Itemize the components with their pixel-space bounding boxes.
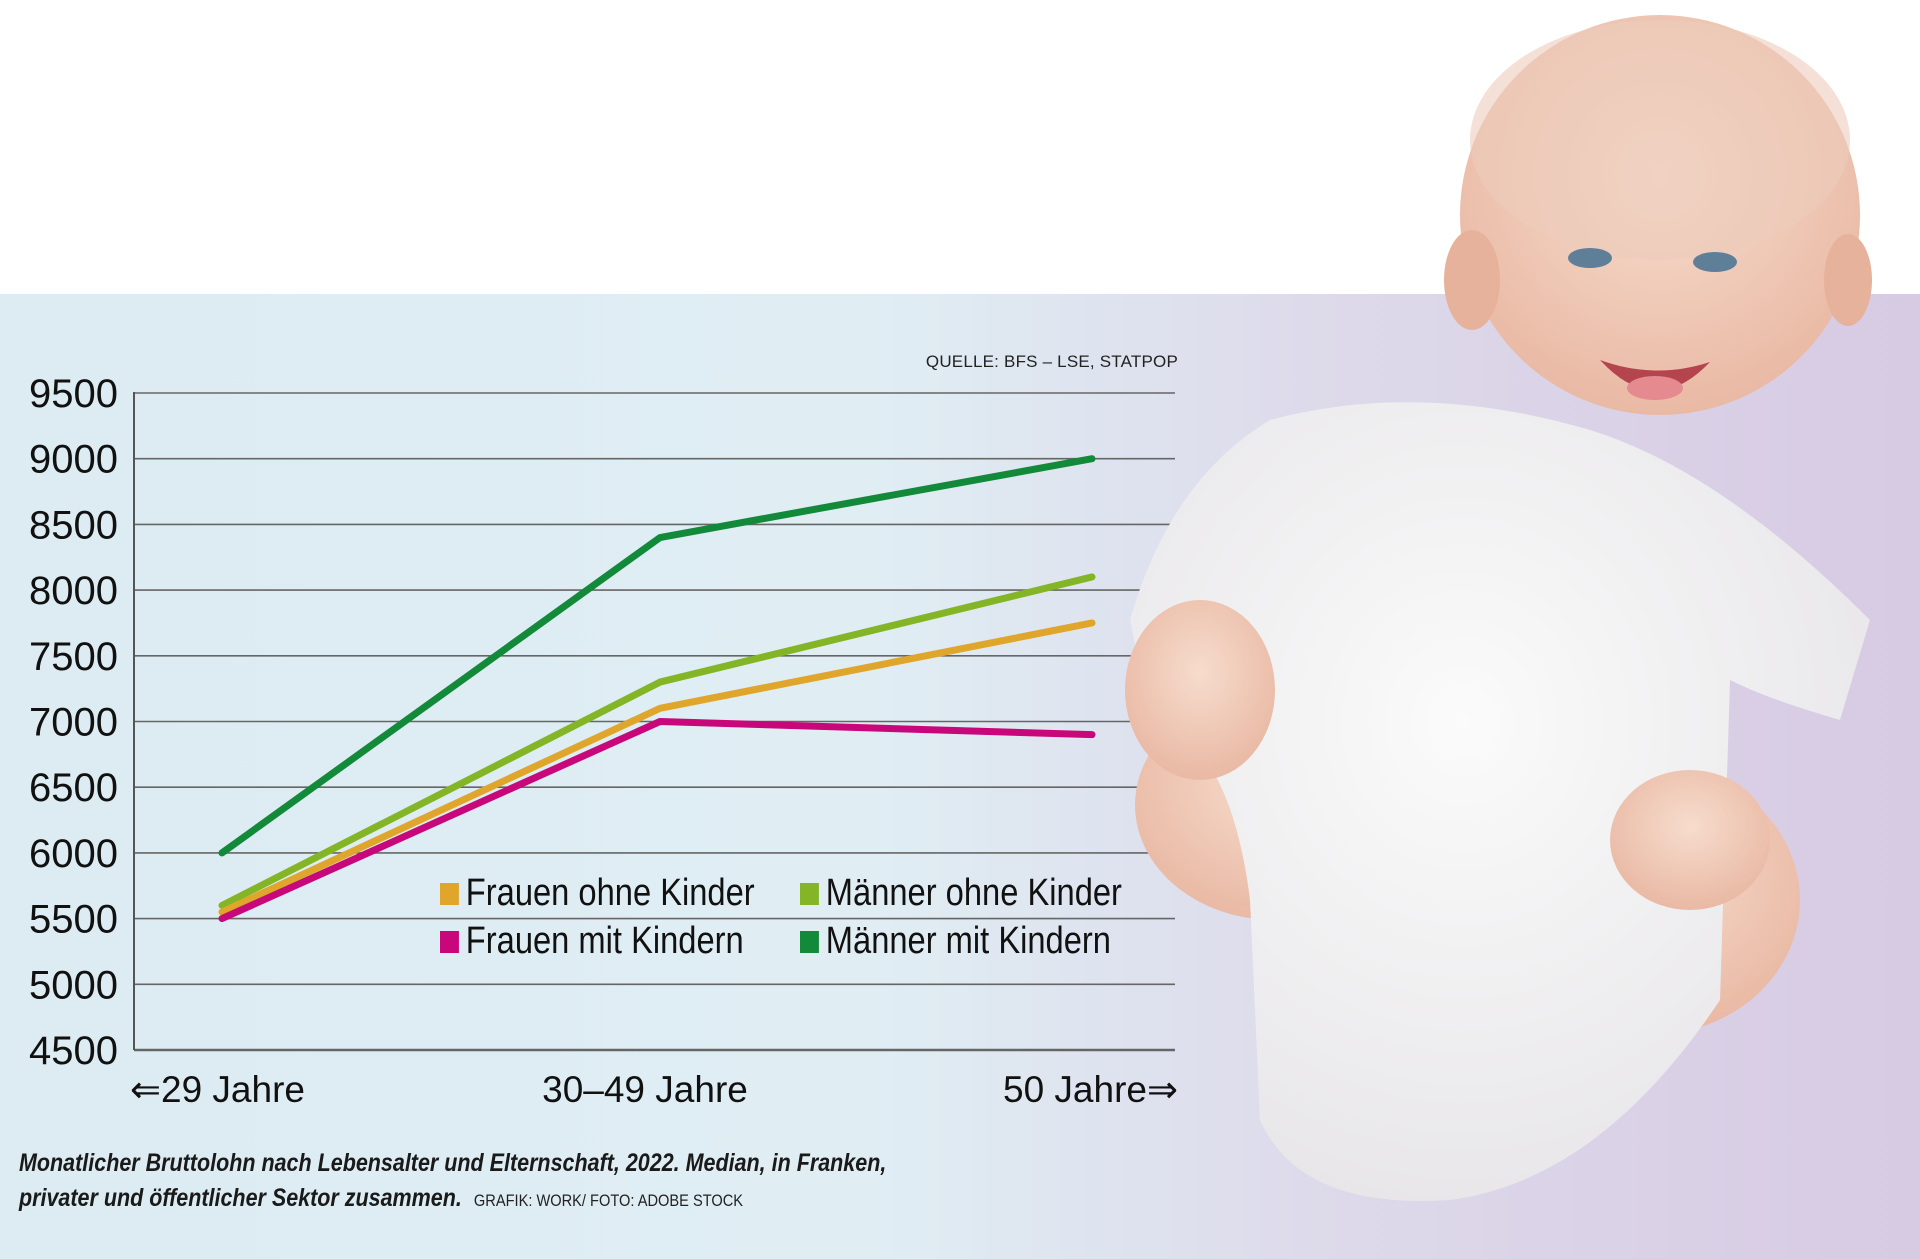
series-line-1 xyxy=(218,573,1096,909)
legend-swatch xyxy=(440,882,459,905)
caption-line-1: Monatlicher Bruttolohn nach Lebensalter … xyxy=(19,1149,887,1177)
caption-line-2: privater und öffentlicher Sektor zusamme… xyxy=(19,1181,965,1218)
caption-line-2-text: privater und öffentlicher Sektor zusamme… xyxy=(19,1184,462,1212)
grid-lines xyxy=(134,392,1175,1052)
y-tick-label: 5500 xyxy=(29,898,118,942)
x-tick-label: 30–49 Jahre xyxy=(542,1069,748,1110)
source-note: QUELLE: BFS – LSE, STATPOP xyxy=(925,352,1178,371)
x-tick-label: 50 Jahre⇒ xyxy=(1003,1069,1178,1110)
legend-label: Männer mit Kindern xyxy=(825,920,1111,962)
y-tick-label: 7000 xyxy=(29,701,118,745)
y-tick-label: 9000 xyxy=(29,438,118,482)
legend-item-frauen-ohne: Frauen ohne Kinder xyxy=(440,872,755,915)
legend-item-maenner-ohne: Männer ohne Kinder xyxy=(800,872,1122,915)
series-lines xyxy=(218,455,1096,923)
legend-label: Männer ohne Kinder xyxy=(825,872,1122,914)
y-tick-label: 7500 xyxy=(29,635,118,679)
series-line-2 xyxy=(218,718,1096,923)
photo-credit: GRAFIK: WORK/ FOTO: ADOBE STOCK xyxy=(473,1191,744,1210)
x-tick-label: ⇐29 Jahre xyxy=(130,1069,305,1110)
y-tick-label: 6000 xyxy=(29,832,118,876)
y-tick-label: 5000 xyxy=(29,963,118,1007)
legend-item-maenner-mit: Männer mit Kindern xyxy=(800,920,1111,963)
series-line-3 xyxy=(218,455,1096,857)
legend-swatch xyxy=(440,930,459,953)
series-line-0 xyxy=(218,619,1096,916)
y-tick-label: 8500 xyxy=(29,503,118,547)
y-tick-label: 9500 xyxy=(29,372,118,416)
legend-label: Frauen mit Kindern xyxy=(465,920,744,962)
legend-swatch xyxy=(800,930,819,953)
y-tick-labels: 9500 9000 8500 8000 7500 7000 6500 6000 5500 5000… xyxy=(29,372,118,1073)
y-tick-label: 4500 xyxy=(29,1029,118,1073)
x-tick-labels: ⇐29 Jahre 30–49 Jahre 50 Jahre⇒ xyxy=(130,1069,1178,1110)
legend-item-frauen-mit: Frauen mit Kindern xyxy=(440,920,744,963)
y-tick-label: 6500 xyxy=(29,766,118,810)
caption: Monatlicher Bruttolohn nach Lebensalter … xyxy=(19,1146,965,1218)
legend-swatch xyxy=(800,882,819,905)
legend-label: Frauen ohne Kinder xyxy=(465,872,755,914)
y-tick-label: 8000 xyxy=(29,569,118,613)
